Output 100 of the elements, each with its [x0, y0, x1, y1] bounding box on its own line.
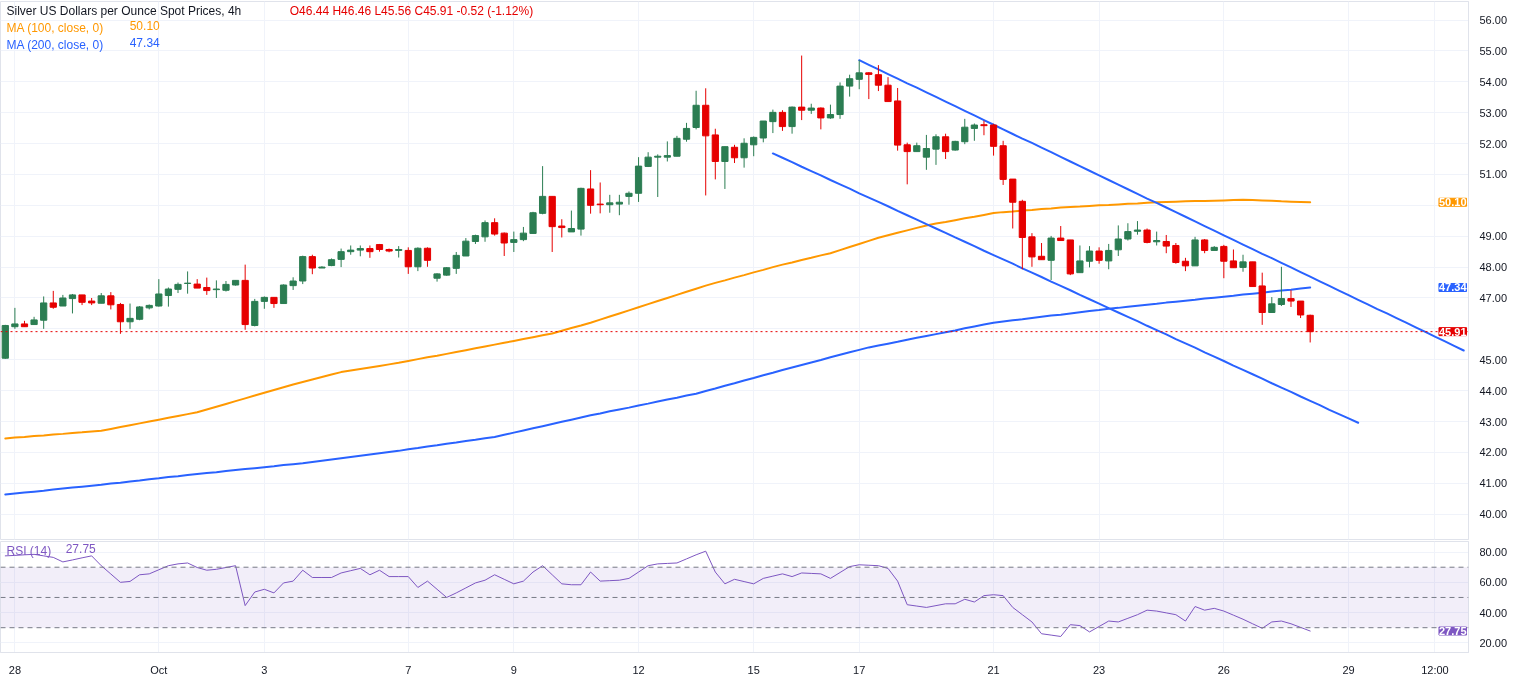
x-tick-label: 12 [632, 663, 645, 676]
y-tick-label: 40.00 [1479, 508, 1508, 521]
candlestick [404, 246, 412, 275]
candlestick [692, 90, 700, 130]
candlestick [586, 169, 595, 215]
text: MA (200, close, 0) [6, 37, 104, 52]
candlestick [903, 142, 911, 185]
candlestick [682, 122, 691, 143]
candlestick [798, 55, 806, 121]
y-tick-label: 53.00 [1479, 106, 1508, 119]
candlestick [625, 190, 633, 206]
candlestick [1172, 242, 1180, 265]
candlestick [817, 106, 825, 130]
y-tick-label: 44.00 [1479, 384, 1508, 397]
y-tick-label: 49.00 [1479, 230, 1508, 243]
y-tick-label: 55.00 [1479, 44, 1508, 57]
x-tick-label: 7 [405, 663, 412, 676]
candlestick [40, 295, 48, 330]
candlestick [423, 246, 432, 268]
y-tick-label: 47.00 [1479, 291, 1508, 304]
candlestick [510, 231, 518, 253]
candlestick [1114, 224, 1122, 257]
candlestick [673, 135, 681, 157]
chart-subtitle: O46.44 H46.46 L45.56 C45.91 -0.52 (-1.12%) [289, 3, 534, 18]
x-tick-label: 15 [747, 663, 760, 676]
candlestick [663, 140, 671, 162]
candlestick [1229, 249, 1238, 269]
candlestick [1076, 244, 1084, 274]
candlestick [1287, 289, 1295, 308]
candlestick [941, 133, 950, 160]
annotation: 50.10 [1438, 196, 1467, 209]
candlestick [558, 218, 566, 238]
text: 27.75 [65, 541, 96, 556]
candlestick [289, 276, 297, 291]
x-tick-label: 17 [853, 663, 866, 676]
candlestick [1009, 178, 1017, 229]
candlestick [615, 194, 623, 216]
candlestick [730, 144, 739, 164]
y-tick-label: 60.00 [1479, 576, 1508, 589]
text: 47.34 [129, 35, 160, 50]
candlestick [721, 146, 729, 190]
y-tick-label: 52.00 [1479, 137, 1508, 150]
series-label: RSI (14) [6, 543, 52, 558]
candlestick [164, 286, 173, 308]
candlestick [750, 135, 758, 157]
line-series [858, 59, 1465, 352]
x-tick-label: 23 [1092, 663, 1106, 676]
candlestick [846, 74, 854, 98]
y-tick-label: 43.00 [1479, 415, 1508, 428]
candlestick [1220, 244, 1228, 279]
candlestick [654, 153, 662, 198]
x-tick-label: 26 [1217, 663, 1230, 676]
y-tick-label: 41.00 [1479, 477, 1508, 490]
candlestick [500, 232, 508, 257]
y-tick-label: 56.00 [1479, 14, 1508, 27]
annotation: 47.34 [1438, 281, 1468, 294]
candlestick [1277, 266, 1286, 307]
candlestick [961, 118, 969, 145]
candlestick [1105, 243, 1113, 270]
candlestick [1124, 222, 1132, 242]
y-tick-label: 20.00 [1479, 636, 1508, 649]
x-tick-label: 12:00 [1421, 663, 1449, 676]
candlestick [308, 254, 316, 275]
text: MA (100, close, 0) [6, 20, 104, 35]
x-tick-label: 28 [8, 663, 22, 676]
candlestick [452, 251, 460, 275]
candlestick [740, 137, 748, 169]
candlestick [769, 109, 777, 134]
y-tick-label: 42.00 [1479, 446, 1508, 459]
candlestick [1085, 245, 1094, 268]
candlestick [567, 210, 576, 233]
candlestick [884, 76, 892, 103]
candlestick [1162, 234, 1170, 254]
candlestick [759, 120, 767, 143]
y-tick-label: 40.00 [1479, 606, 1508, 619]
x-tick-label: 29 [1342, 663, 1355, 676]
y-tick-label: 54.00 [1479, 75, 1508, 88]
candlestick [980, 120, 988, 136]
candlestick [366, 244, 374, 259]
y-tick-label: 51.00 [1479, 168, 1508, 181]
candlestick [126, 303, 134, 330]
candlestick [1028, 232, 1036, 268]
candlestick [865, 71, 873, 100]
candlestick [989, 123, 998, 157]
candlestick [874, 64, 883, 92]
x-tick-label: 9 [510, 663, 517, 676]
line-series [4, 198, 1312, 440]
x-tick-label: Oct [150, 663, 168, 676]
candlestick [11, 307, 19, 330]
candlestick [395, 245, 403, 259]
x-tick-label: 3 [261, 663, 268, 676]
candlestick [596, 181, 604, 214]
candlestick [481, 219, 489, 243]
y-tick-label: 45.00 [1479, 353, 1508, 366]
candlestick [155, 278, 163, 308]
candlestick [337, 248, 345, 268]
candlestick [922, 134, 931, 171]
ref-line-label: 45.91 [1438, 325, 1467, 338]
text: 50.10 [129, 18, 160, 33]
candlestick [414, 246, 422, 272]
